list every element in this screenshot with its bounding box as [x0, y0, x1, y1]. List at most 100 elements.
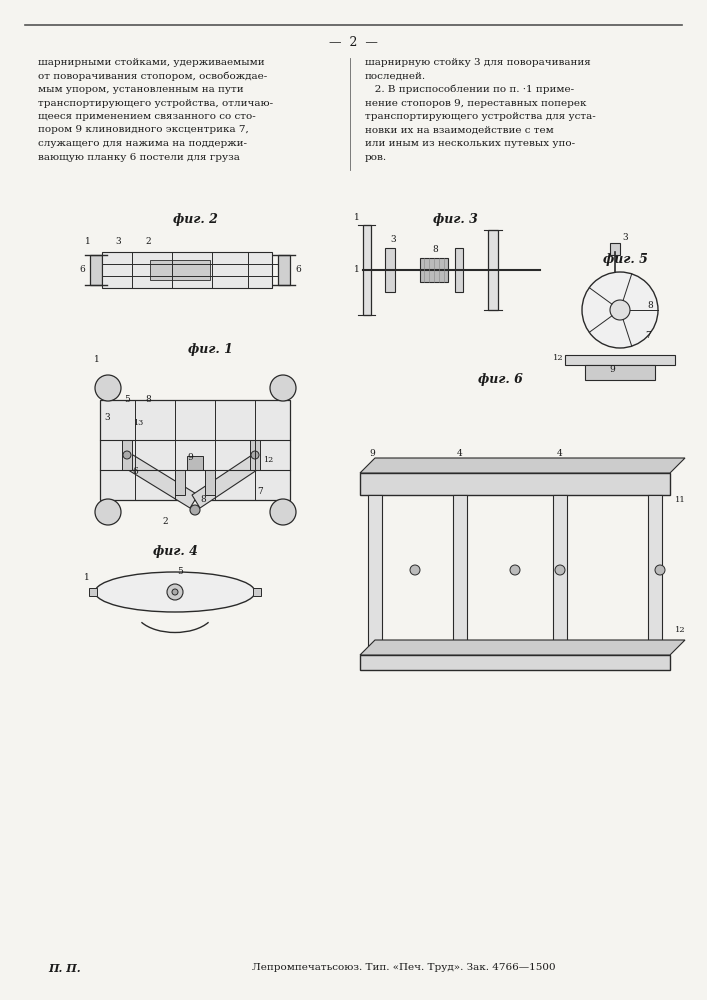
Bar	[488, 230, 498, 310]
Polygon shape	[360, 458, 685, 473]
Text: шарнирную стойку 3 для поворачивания: шарнирную стойку 3 для поворачивания	[365, 58, 591, 67]
Text: от поворачивания стопором, освобождае-: от поворачивания стопором, освобождае-	[38, 72, 267, 81]
Circle shape	[510, 565, 520, 575]
Text: Лепромпечатьсоюз. Тип. «Печ. Труд». Зак. 4766—1500: Лепромпечатьсоюз. Тип. «Печ. Труд». Зак.…	[252, 964, 555, 972]
Text: 3: 3	[622, 233, 628, 242]
Bar	[89, 588, 97, 596]
Text: 8: 8	[647, 300, 653, 310]
Circle shape	[270, 499, 296, 525]
Text: или иным из нескольких путевых упо-: или иным из нескольких путевых упо-	[365, 139, 575, 148]
Text: 2: 2	[145, 237, 151, 246]
Bar	[553, 495, 567, 655]
Text: 3: 3	[104, 412, 110, 422]
Circle shape	[167, 584, 183, 600]
Text: нение стопоров 9, переставных поперек: нение стопоров 9, переставных поперек	[365, 99, 587, 107]
Text: фиг. 5: фиг. 5	[602, 253, 648, 266]
Text: 8: 8	[432, 245, 438, 254]
Text: 3: 3	[390, 235, 396, 244]
Bar	[610, 243, 620, 255]
Text: 8: 8	[145, 395, 151, 404]
Text: фиг. 6: фиг. 6	[477, 373, 522, 386]
Bar	[90, 255, 102, 285]
Text: 9: 9	[369, 448, 375, 458]
Bar	[565, 355, 675, 365]
Text: мым упором, установленным на пути: мым упором, установленным на пути	[38, 85, 244, 94]
Bar	[175, 470, 185, 495]
Circle shape	[251, 451, 259, 459]
Text: фиг. 1: фиг. 1	[187, 344, 233, 357]
Text: 1: 1	[354, 214, 360, 223]
Text: 7: 7	[645, 330, 651, 340]
Bar	[648, 495, 662, 655]
Circle shape	[123, 451, 131, 459]
Text: 1: 1	[85, 237, 91, 246]
Text: 8: 8	[200, 495, 206, 504]
Text: 1: 1	[84, 574, 90, 582]
Bar	[100, 400, 290, 500]
Text: фиг. 2: фиг. 2	[173, 214, 218, 227]
Text: П. П.: П. П.	[48, 962, 81, 974]
Text: 2: 2	[162, 518, 168, 526]
Text: ров.: ров.	[365, 152, 387, 161]
Text: фиг. 3: фиг. 3	[433, 214, 477, 227]
Text: 2. В приспособлении по п. ·1 приме-: 2. В приспособлении по п. ·1 приме-	[365, 85, 574, 95]
Text: щееся применением связанного со сто-: щееся применением связанного со сто-	[38, 112, 256, 121]
Bar	[122, 440, 132, 470]
Text: 9: 9	[609, 365, 615, 374]
Text: 4: 4	[557, 448, 563, 458]
Text: новки их на взаимодействие с тем: новки их на взаимодействие с тем	[365, 125, 554, 134]
Text: 6: 6	[295, 265, 301, 274]
Bar	[360, 655, 670, 670]
Ellipse shape	[95, 572, 255, 612]
Text: 7: 7	[257, 488, 263, 496]
Text: пором 9 клиновидного эксцентрика 7,: пором 9 клиновидного эксцентрика 7,	[38, 125, 249, 134]
Text: 5: 5	[177, 568, 183, 576]
Text: шарнирными стойками, удерживаемыми: шарнирными стойками, удерживаемыми	[38, 58, 264, 67]
Circle shape	[610, 300, 630, 320]
Text: 12: 12	[553, 354, 563, 362]
Circle shape	[172, 589, 178, 595]
Circle shape	[270, 375, 296, 401]
Bar	[187, 456, 203, 470]
Text: 1: 1	[94, 356, 100, 364]
Bar	[455, 248, 463, 292]
Text: последней.: последней.	[365, 72, 426, 81]
Text: вающую планку 6 постели для груза: вающую планку 6 постели для груза	[38, 152, 240, 161]
Text: транспортирующего устройства для уста-: транспортирующего устройства для уста-	[365, 112, 596, 121]
Bar	[385, 248, 395, 292]
Bar	[360, 473, 670, 495]
Text: 12: 12	[674, 626, 685, 634]
Text: 1: 1	[354, 265, 360, 274]
Bar	[253, 588, 261, 596]
Polygon shape	[360, 640, 685, 655]
Bar	[453, 495, 467, 655]
Text: 13: 13	[133, 419, 143, 427]
Circle shape	[410, 565, 420, 575]
Text: 5: 5	[124, 395, 130, 404]
Circle shape	[655, 565, 665, 575]
Text: 11: 11	[674, 496, 685, 504]
Text: 3: 3	[115, 237, 121, 246]
Polygon shape	[192, 455, 260, 508]
Text: —  2  —: — 2 —	[329, 35, 378, 48]
Bar	[368, 495, 382, 655]
Text: 6: 6	[132, 468, 138, 477]
Text: 12: 12	[263, 456, 273, 464]
Bar	[150, 260, 210, 280]
Text: 9: 9	[187, 454, 193, 462]
Polygon shape	[125, 455, 198, 508]
Text: 4: 4	[457, 448, 463, 458]
Circle shape	[555, 565, 565, 575]
Circle shape	[95, 499, 121, 525]
Bar	[102, 252, 272, 288]
Text: 6: 6	[79, 265, 85, 274]
Text: служащего для нажима на поддержи-: служащего для нажима на поддержи-	[38, 139, 247, 148]
Circle shape	[190, 505, 200, 515]
Bar	[205, 470, 215, 495]
Bar	[250, 440, 260, 470]
Text: фиг. 4: фиг. 4	[153, 546, 197, 558]
Bar	[420, 258, 448, 282]
Circle shape	[95, 375, 121, 401]
Circle shape	[582, 272, 658, 348]
Bar	[363, 225, 371, 315]
